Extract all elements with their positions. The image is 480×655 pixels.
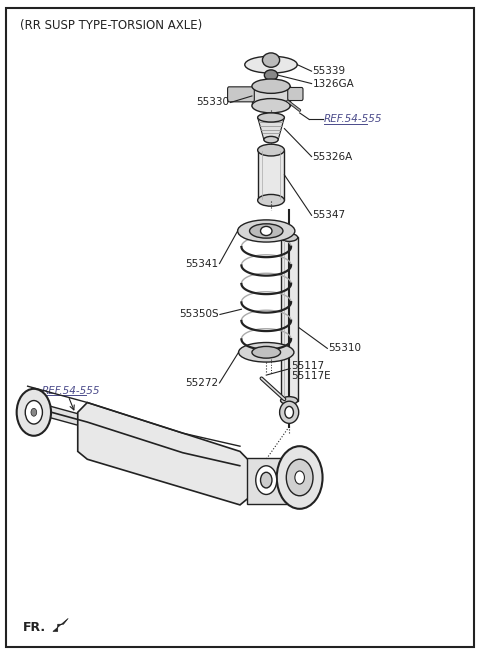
Ellipse shape: [263, 53, 280, 67]
Circle shape: [17, 389, 51, 436]
Text: 55310: 55310: [328, 343, 361, 353]
Polygon shape: [53, 618, 68, 631]
Text: REF.54-555: REF.54-555: [42, 386, 100, 396]
Bar: [258, 150, 284, 200]
Circle shape: [295, 471, 304, 484]
Text: 55272: 55272: [185, 378, 218, 388]
Text: 1326GA: 1326GA: [312, 79, 354, 88]
Text: 55326A: 55326A: [312, 151, 353, 162]
Text: (RR SUSP TYPE-TORSION AXLE): (RR SUSP TYPE-TORSION AXLE): [21, 19, 203, 32]
Ellipse shape: [258, 144, 284, 156]
Text: 55339: 55339: [312, 66, 346, 76]
Ellipse shape: [280, 402, 299, 423]
Ellipse shape: [281, 397, 298, 404]
Ellipse shape: [250, 224, 283, 238]
Ellipse shape: [285, 406, 293, 418]
Text: 55117: 55117: [291, 361, 324, 371]
Text: 55341: 55341: [185, 259, 218, 269]
Ellipse shape: [252, 98, 290, 113]
Circle shape: [31, 408, 36, 416]
Circle shape: [277, 446, 323, 509]
Text: REF.54-555: REF.54-555: [324, 115, 382, 124]
Ellipse shape: [261, 472, 272, 488]
FancyBboxPatch shape: [288, 88, 303, 100]
Text: 55347: 55347: [312, 210, 346, 220]
Bar: [252, 86, 290, 105]
FancyBboxPatch shape: [228, 87, 254, 102]
Circle shape: [25, 401, 42, 424]
Ellipse shape: [264, 70, 278, 81]
Ellipse shape: [245, 56, 297, 73]
Ellipse shape: [261, 227, 272, 236]
Ellipse shape: [239, 343, 294, 362]
Bar: [281, 238, 298, 401]
Ellipse shape: [238, 220, 295, 242]
Ellipse shape: [256, 466, 277, 495]
Text: 55117E: 55117E: [291, 371, 331, 381]
Ellipse shape: [258, 195, 284, 206]
Ellipse shape: [258, 113, 284, 122]
Ellipse shape: [281, 234, 298, 242]
Text: 55350S: 55350S: [180, 309, 219, 320]
Bar: [247, 458, 287, 504]
Text: 55330: 55330: [196, 98, 229, 107]
Ellipse shape: [264, 136, 278, 143]
Ellipse shape: [252, 79, 290, 94]
Polygon shape: [78, 403, 250, 505]
Ellipse shape: [252, 346, 281, 358]
Circle shape: [286, 459, 313, 496]
Polygon shape: [258, 117, 284, 140]
Text: FR.: FR.: [23, 621, 46, 634]
